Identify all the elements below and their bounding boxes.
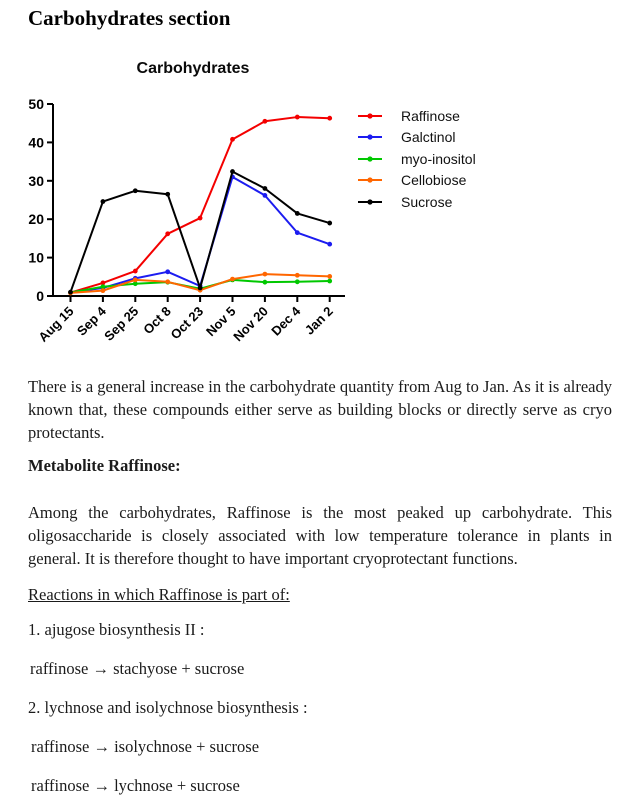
- data-point-Sucrose: [165, 191, 171, 197]
- legend-label: Cellobiose: [401, 172, 467, 189]
- reaction-line: raffinose → isolychnose + sucrose: [31, 737, 260, 756]
- data-point-Cellobiose: [230, 276, 235, 282]
- metabolite-heading: Metabolite Raffinose:: [28, 456, 181, 475]
- y-tick-label: 0: [36, 288, 44, 304]
- reaction-line: 2. lychnose and isolychnose biosynthesis…: [28, 698, 308, 717]
- legend-label: myo-inositol: [401, 150, 476, 167]
- data-point-myo-inositol: [262, 279, 268, 285]
- data-point-Sucrose: [262, 186, 268, 191]
- reaction-line: 1. ajugose biosynthesis II :: [28, 620, 205, 639]
- data-point-Sucrose: [294, 211, 300, 216]
- data-point-Raffinose: [230, 136, 235, 142]
- page-title: Carbohydrates section: [28, 6, 231, 30]
- chart-axes: [52, 104, 345, 297]
- data-point-Raffinose: [100, 280, 106, 286]
- x-tick-label: Dec 4: [268, 303, 304, 339]
- data-point-Sucrose: [230, 169, 235, 174]
- y-tick-label: 10: [28, 250, 44, 266]
- data-point-Raffinose: [294, 114, 300, 120]
- data-point-myo-inositol: [327, 278, 333, 284]
- data-point-Raffinose: [262, 118, 268, 124]
- x-tick-label: Aug 15: [35, 304, 76, 345]
- data-point-myo-inositol: [294, 279, 300, 285]
- legend-line-marker-icon: [358, 156, 382, 162]
- legend-label: Sucrose: [401, 193, 453, 210]
- legend-line-marker-icon: [358, 134, 382, 140]
- paragraph-overview: There is a general increase in the carbo…: [28, 377, 612, 442]
- data-point-myo-inositol: [100, 284, 106, 290]
- legend-item-Raffinose: Raffinose: [357, 105, 476, 127]
- data-point-Cellobiose: [262, 271, 268, 277]
- legend-label: Galctinol: [401, 129, 456, 146]
- data-point-Sucrose: [197, 285, 203, 291]
- data-point-Raffinose: [132, 268, 138, 274]
- data-point-Raffinose: [165, 231, 171, 237]
- x-tick-label: Jan 2: [302, 304, 336, 338]
- reaction-line: raffinose → stachyose + sucrose: [30, 659, 245, 678]
- data-point-Cellobiose: [327, 274, 333, 279]
- legend-item-Sucrose: Sucrose: [357, 191, 476, 213]
- y-tick-label: 30: [28, 173, 44, 189]
- data-point-Sucrose: [132, 188, 138, 194]
- x-tick-label: Nov 20: [230, 304, 271, 345]
- legend-item-myo-inositol: myo-inositol: [357, 148, 476, 170]
- data-point-Sucrose: [327, 220, 333, 226]
- data-point-Galctinol: [262, 192, 268, 198]
- data-point-myo-inositol: [132, 281, 138, 287]
- chart-legend: Raffinose Galctinol myo-inositol Cellobiose…: [357, 105, 476, 213]
- data-point-Sucrose: [68, 289, 73, 295]
- data-point-Cellobiose: [132, 277, 138, 283]
- data-point-Raffinose: [327, 115, 333, 121]
- reactions-heading: Reactions in which Raffinose is part of:: [28, 585, 290, 604]
- y-tick-label: 50: [28, 96, 44, 112]
- series-line-Raffinose: [70, 116, 330, 294]
- legend-item-Cellobiose: Cellobiose: [357, 170, 476, 192]
- data-point-Raffinose: [197, 215, 203, 221]
- y-tick-label: 20: [28, 211, 44, 227]
- legend-line-marker-icon: [358, 177, 382, 183]
- legend-label: Raffinose: [401, 107, 460, 124]
- data-point-Galctinol: [165, 269, 171, 275]
- legend-line-marker-icon: [358, 199, 382, 205]
- data-point-Sucrose: [100, 199, 106, 204]
- chart-title: Carbohydrates: [136, 60, 250, 77]
- paragraph-raffinose: Among the carbohydrates, Raffinose is th…: [28, 503, 612, 568]
- data-point-Cellobiose: [165, 279, 171, 285]
- data-point-Galctinol: [327, 241, 333, 247]
- x-tick-label: Sep 25: [101, 304, 141, 344]
- data-point-Galctinol: [294, 230, 300, 236]
- x-tick-label: Oct 23: [168, 304, 207, 343]
- y-tick-label: 40: [28, 134, 44, 150]
- data-point-Cellobiose: [100, 288, 106, 294]
- legend-line-marker-icon: [358, 113, 382, 119]
- data-point-Cellobiose: [294, 272, 300, 278]
- reaction-line: raffinose → lychnose + sucrose: [31, 776, 240, 795]
- legend-item-Galctinol: Galctinol: [357, 127, 476, 149]
